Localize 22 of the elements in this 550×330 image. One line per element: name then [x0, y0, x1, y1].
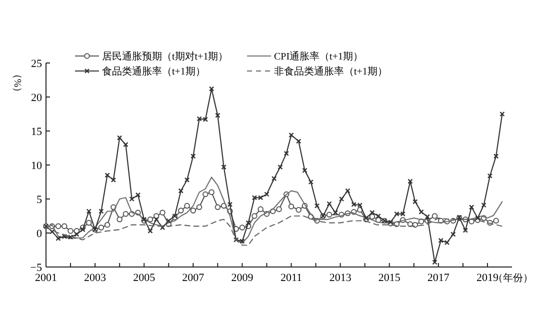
x-tick-label: 2011 — [280, 272, 302, 284]
y-tick-label: 5 — [36, 194, 42, 206]
y-tick-label: 15 — [31, 126, 42, 138]
y-tick-label: 0 — [36, 228, 42, 240]
x-tick-label: 2001 — [35, 272, 57, 284]
y-tick-label: 20 — [31, 92, 42, 104]
legend-label: CPI通胀率（t+1期） — [274, 50, 363, 62]
x-tick-label: 2013 — [329, 272, 352, 284]
x-tick-label: 2017 — [427, 272, 450, 284]
legend-label: 食品类通胀率（t+1期） — [102, 66, 206, 78]
y-tick-label: 25 — [31, 58, 42, 70]
x-tick-label: 2015 — [378, 272, 401, 284]
legend-label: 非食品类通胀率（t+1期） — [274, 66, 388, 78]
x-tick-label: 2005 — [133, 272, 156, 284]
x-tick-label: 2003 — [84, 272, 107, 284]
x-tick-label: 2007 — [182, 272, 205, 284]
x-tick-label: 2019 — [476, 272, 499, 284]
legend-label: 居民通胀预期（t期对t+1期） — [102, 50, 228, 62]
y-tick-label: 10 — [31, 160, 42, 172]
y-tick-label: −5 — [30, 262, 42, 274]
x-tick-label: 2009 — [231, 272, 254, 284]
y-axis-title: （%） — [12, 68, 22, 98]
